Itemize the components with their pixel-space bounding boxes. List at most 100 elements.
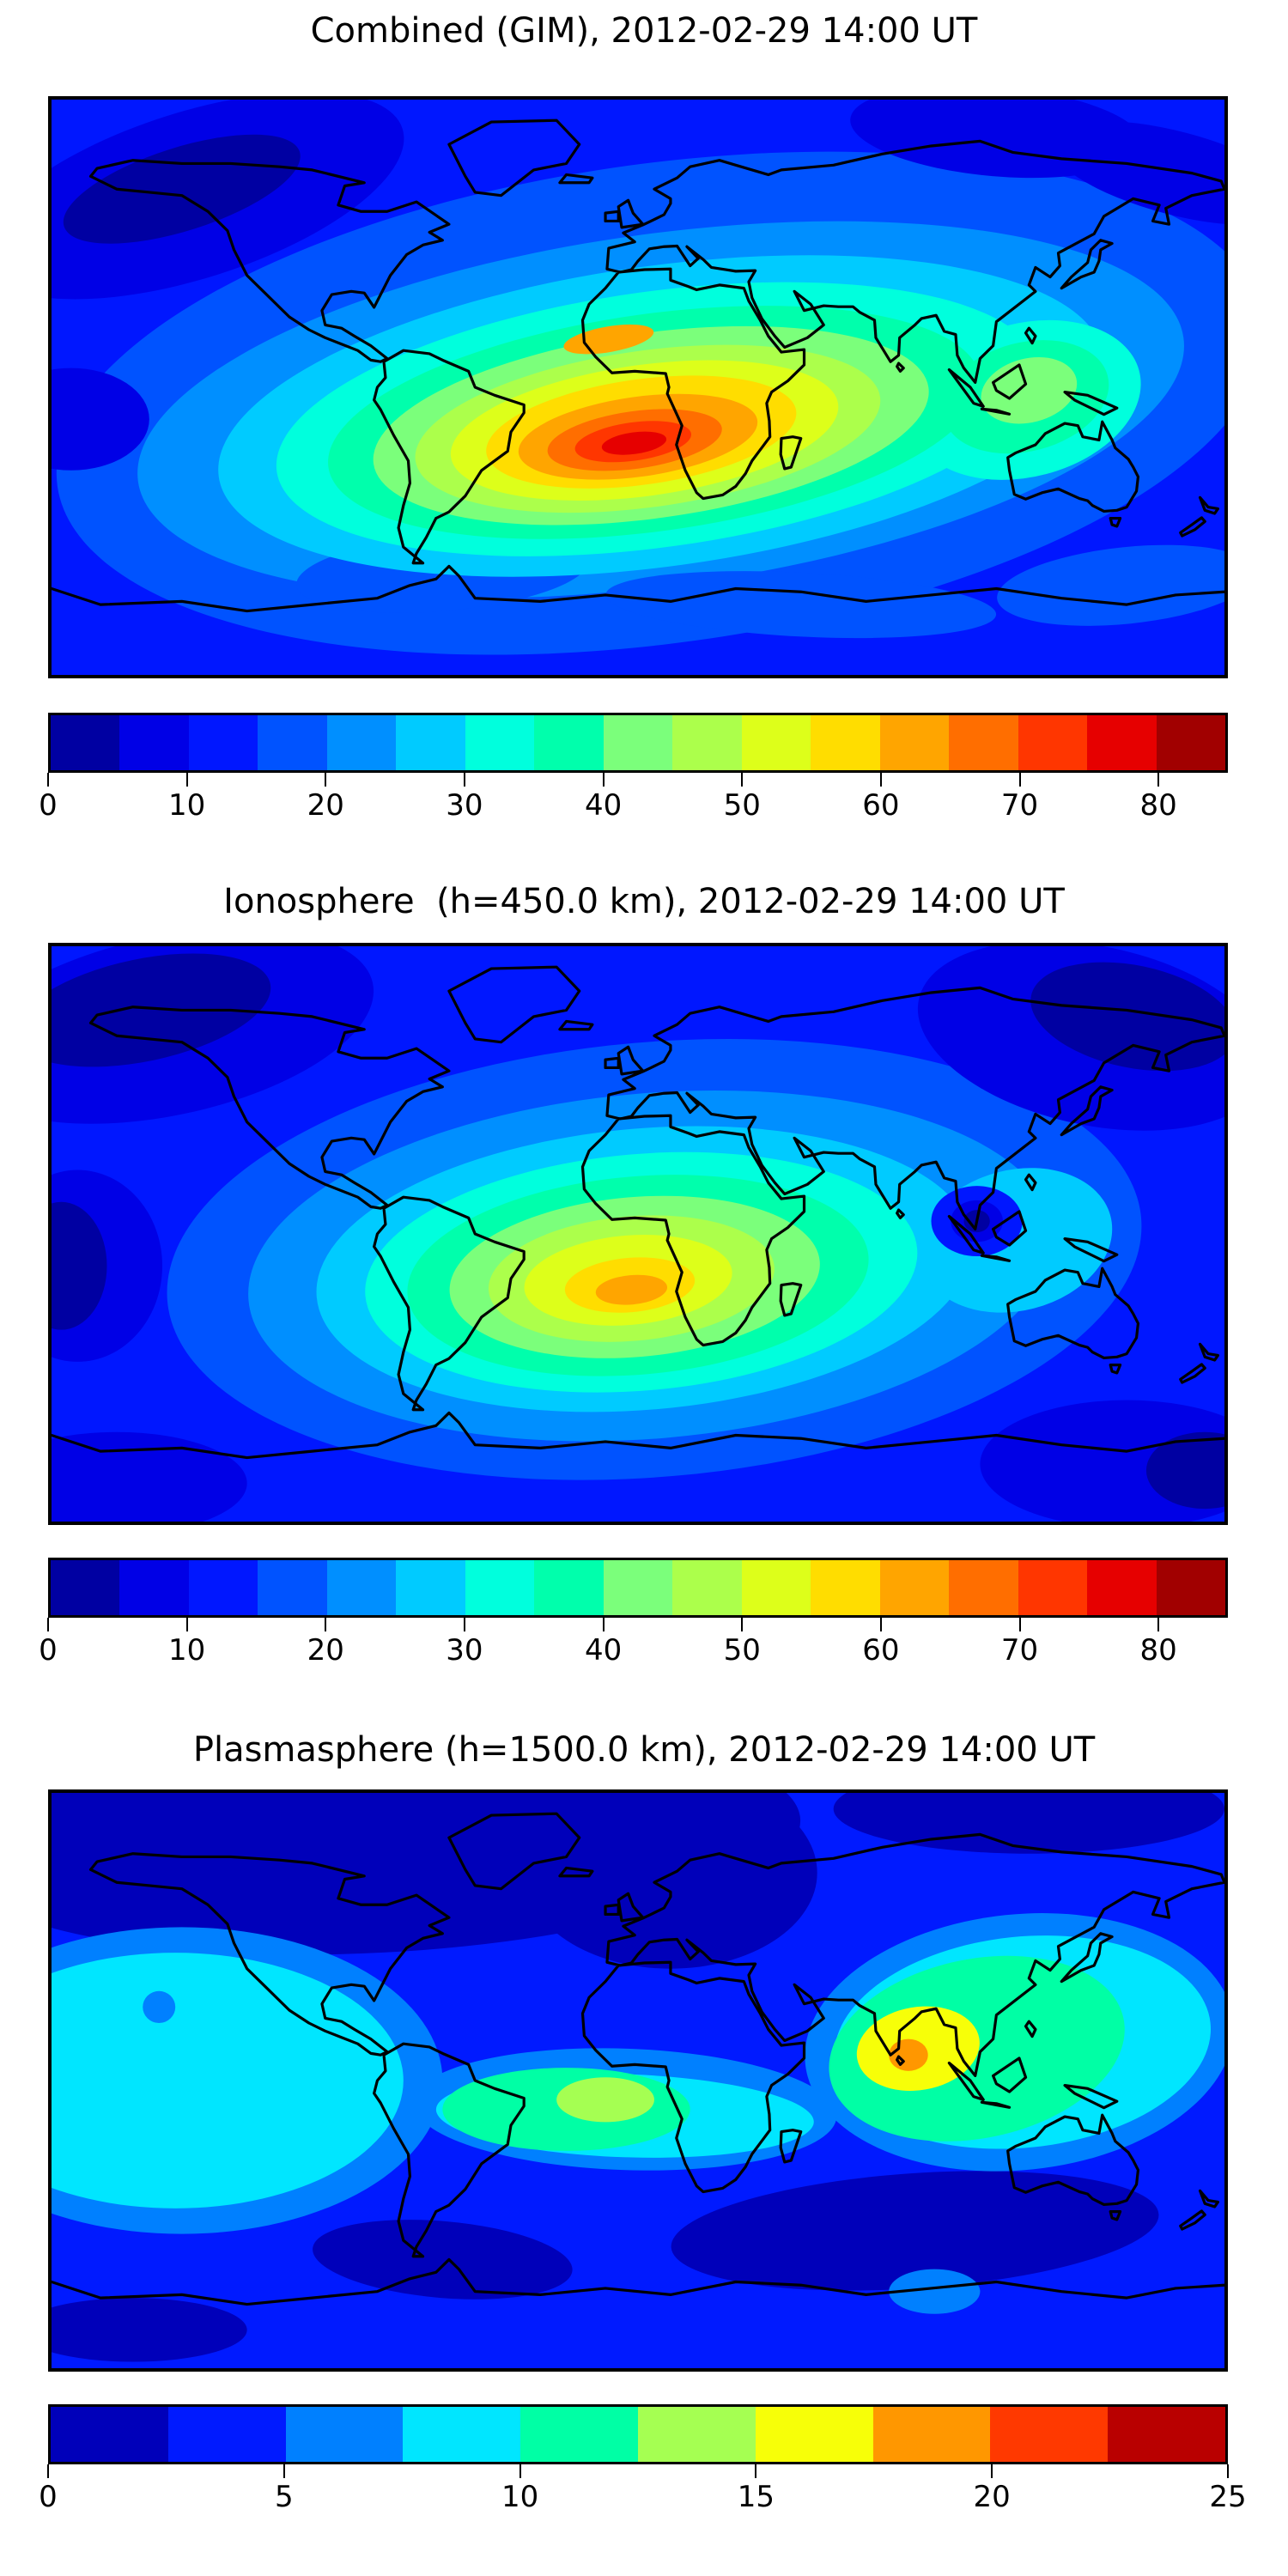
colorbar-segment [285, 2407, 404, 2462]
colorbar-segment [672, 715, 742, 770]
colorbar-plasmasphere: 0 5 10 15 20 25 [39, 2404, 1247, 2524]
contour-band [1030, 962, 1224, 1072]
colorbar-tick-label: 50 [723, 1633, 761, 1668]
contour-field [52, 1793, 1224, 2368]
colorbar-segment [637, 2407, 756, 2462]
colorbar-tick-label: 40 [584, 1633, 623, 1668]
colorbar-segment [879, 1560, 950, 1615]
colorbar-segment [534, 715, 604, 770]
colorbar-ionosphere: 0 10 20 30 40 50 60 70 80 [39, 1558, 1228, 1678]
colorbar-tick [1157, 773, 1160, 787]
contour-band [524, 1793, 817, 1969]
contour-band [52, 1431, 247, 1522]
colorbar-segment [258, 715, 327, 770]
colorbar-tick-label: 20 [973, 2480, 1011, 2514]
colorbar-tick-label: 30 [446, 1633, 483, 1668]
colorbar-segment [755, 2407, 873, 2462]
colorbar-tick-label: 50 [723, 788, 761, 823]
colorbar-tick [1018, 773, 1021, 787]
colorbar-tick [741, 773, 744, 787]
colorbar-segment [879, 715, 950, 770]
colorbar [48, 1558, 1228, 1618]
colorbar-segment [465, 715, 535, 770]
colorbar-segment [326, 1560, 397, 1615]
contour-field [52, 100, 1224, 675]
colorbar-tick [185, 773, 188, 787]
colorbar-segment [949, 1560, 1018, 1615]
colorbar [48, 2404, 1228, 2464]
colorbar-tick-label: 20 [307, 788, 344, 823]
colorbar-segment [520, 2407, 638, 2462]
colorbar-segment [741, 715, 811, 770]
colorbar-segment [1087, 715, 1157, 770]
map-ionosphere [48, 943, 1228, 1525]
contour-band [52, 1201, 107, 1330]
colorbar-tick-label: 60 [862, 788, 900, 823]
colorbar-segment [811, 715, 880, 770]
map-title-plasmasphere: Plasmasphere (h=1500.0 km), 2012-02-29 1… [192, 1730, 1096, 1770]
colorbar [48, 713, 1228, 773]
colorbar-tick [602, 1618, 605, 1631]
colorbar-tick-label: 15 [737, 2480, 775, 2514]
colorbar-segment [403, 2407, 521, 2462]
contour-band [143, 1990, 176, 2023]
contour-band [601, 431, 667, 455]
colorbar-tick-label: 0 [39, 1633, 58, 1668]
colorbar-tick-label: 60 [862, 1633, 900, 1668]
contour-band [889, 2269, 981, 2314]
colorbar-segment [1108, 2407, 1225, 2462]
contour-band [556, 2077, 654, 2123]
colorbar-tick [47, 773, 49, 787]
colorbar-segment [1018, 715, 1088, 770]
colorbar-tick [463, 1618, 465, 1631]
colorbar-segment [534, 1560, 604, 1615]
colorbar-segment [465, 1560, 535, 1615]
colorbar-segment [188, 1560, 258, 1615]
colorbar-tick [602, 773, 605, 787]
colorbar-segment [119, 715, 189, 770]
colorbar-tick-label: 0 [39, 2480, 58, 2514]
contour-band [1145, 1431, 1224, 1510]
map-title-ionosphere: Ionosphere (h=450.0 km), 2012-02-29 14:0… [223, 882, 1065, 921]
contour-band [52, 2298, 247, 2362]
map-title-combined: Combined (GIM), 2012-02-29 14:00 UT [310, 11, 978, 51]
colorbar-tick-label: 70 [1000, 788, 1039, 823]
colorbar-tick [47, 1618, 49, 1631]
contour-band [889, 2038, 928, 2071]
coastline-path [52, 120, 1224, 611]
contour-field [52, 946, 1224, 1522]
colorbar-segment [51, 1560, 120, 1615]
contour-band [63, 134, 301, 244]
colorbar-tick-label: 40 [584, 788, 623, 823]
colorbar-segment [51, 715, 120, 770]
colorbar-tick-label: 0 [39, 788, 58, 823]
colorbar-segment [396, 1560, 465, 1615]
colorbar-tick [519, 2464, 521, 2478]
contour-band [52, 953, 271, 1067]
contour-band [313, 2220, 573, 2300]
contour-band [997, 544, 1224, 626]
colorbar-tick [1227, 2464, 1229, 2478]
colorbar-tick [879, 773, 882, 787]
colorbar-segment [326, 715, 397, 770]
colorbar-segment [1018, 1560, 1088, 1615]
colorbar-tick [741, 1618, 744, 1631]
colorbar-tick [283, 2464, 285, 2478]
colorbar-tick-label: 25 [1209, 2480, 1247, 2514]
colorbar-tick-label: 30 [446, 788, 483, 823]
colorbar-segment [51, 2407, 168, 2462]
colorbar-segment [672, 1560, 742, 1615]
contour-band [605, 571, 997, 639]
colorbar-tick [755, 2464, 757, 2478]
colorbar-segment [258, 1560, 327, 1615]
colorbar-tick-label: 80 [1139, 788, 1177, 823]
colorbar-tick [1157, 1618, 1160, 1631]
coastline-path [52, 967, 1224, 1457]
colorbar-segment [396, 715, 465, 770]
colorbar-tick-label: 20 [307, 1633, 344, 1668]
colorbar-segment [1156, 715, 1225, 770]
colorbar-tick [1018, 1618, 1021, 1631]
colorbar-tick [879, 1618, 882, 1631]
colorbar-tick [991, 2464, 993, 2478]
colorbar-segment [741, 1560, 811, 1615]
